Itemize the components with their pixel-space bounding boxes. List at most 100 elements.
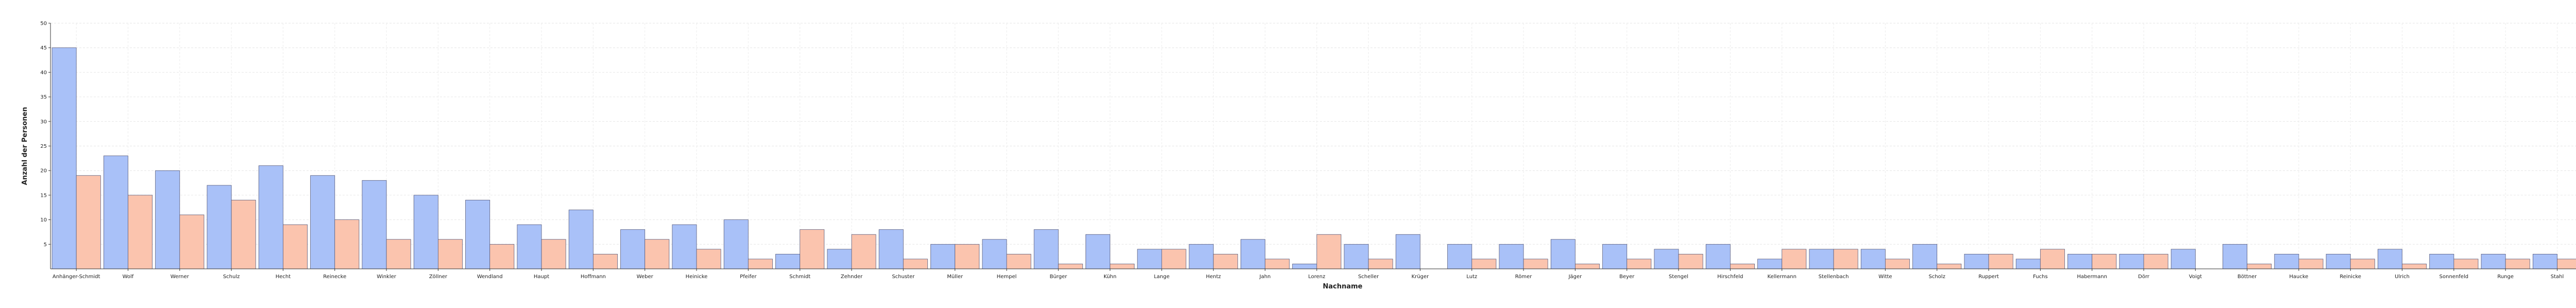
- bar: [1550, 239, 1575, 269]
- bar: [1833, 249, 1858, 269]
- bar: [1523, 259, 1548, 269]
- bar: [1730, 264, 1755, 269]
- x-tick-label: Wolf: [123, 274, 134, 280]
- x-tick-label: Ulrich: [2395, 274, 2410, 280]
- bar: [2298, 259, 2324, 269]
- bar: [2505, 259, 2530, 269]
- bar: [696, 249, 721, 269]
- x-tick-label: Hentz: [1206, 274, 1221, 280]
- bar: [2247, 264, 2272, 269]
- bar: [128, 195, 153, 269]
- bar: [52, 47, 77, 269]
- bar: [1912, 244, 1938, 269]
- bar: [207, 185, 232, 269]
- x-tick-label: Werner: [171, 274, 190, 280]
- x-tick-label: Beyer: [1619, 274, 1635, 280]
- y-tick-label: 5: [44, 242, 47, 248]
- y-tick-label: 25: [40, 144, 47, 149]
- bar: [672, 224, 697, 269]
- x-tick-label: Ruppert: [1978, 274, 1999, 280]
- bar: [2119, 253, 2144, 269]
- bar: [1137, 249, 1162, 269]
- bar: [517, 224, 542, 269]
- bar: [413, 195, 438, 269]
- x-tick-label: Pfeifer: [740, 274, 757, 280]
- x-tick-label: Weber: [637, 274, 654, 280]
- bar: [2557, 259, 2576, 269]
- x-tick-label: Wendland: [477, 274, 503, 280]
- y-tick-label: 50: [40, 21, 47, 27]
- bar: [283, 224, 308, 269]
- x-axis-title: Nachname: [1323, 283, 1362, 290]
- x-tick-label: Scheller: [1358, 274, 1379, 280]
- y-tick-label: 40: [40, 70, 47, 76]
- x-tick-label: Reinecke: [323, 274, 346, 280]
- bar: [592, 253, 618, 269]
- bar: [2143, 253, 2168, 269]
- bar: [1447, 244, 1472, 269]
- bar: [1626, 259, 1652, 269]
- bar: [465, 200, 490, 269]
- x-tick-label: Jahn: [1259, 274, 1271, 280]
- bar: [1240, 239, 1265, 269]
- bar: [2481, 253, 2506, 269]
- x-tick-label: Krüger: [1412, 274, 1430, 280]
- bar: [2171, 249, 2196, 269]
- x-tick-label: Lorenz: [1308, 274, 1325, 280]
- bar: [1678, 253, 1703, 269]
- bar: [982, 239, 1007, 269]
- bar: [775, 253, 801, 269]
- x-tick-label: Schmidt: [789, 274, 810, 280]
- bar: [2378, 249, 2402, 269]
- x-tick-label: Hirschfeld: [1717, 274, 1743, 280]
- x-tick-label: Voigt: [2189, 274, 2202, 280]
- bar: [386, 239, 411, 269]
- y-tick-label: 10: [40, 217, 47, 223]
- y-tick-label: 45: [40, 45, 47, 51]
- bar: [438, 239, 463, 269]
- x-tick-label: Schuster: [892, 274, 915, 280]
- bar: [930, 244, 955, 269]
- bar: [258, 165, 283, 269]
- bar: [2532, 253, 2557, 269]
- bar: [1782, 249, 1807, 269]
- bar: [310, 175, 335, 269]
- bar: [1602, 244, 1628, 269]
- x-tick-label: Reinicke: [2340, 274, 2361, 280]
- bar: [1213, 253, 1238, 269]
- x-tick-label: Anhänger-Schmidt: [53, 274, 100, 280]
- bar: [1654, 249, 1679, 269]
- x-tick-label: Kellermann: [1768, 274, 1797, 280]
- x-tick-label: Fuchs: [2033, 274, 2048, 280]
- bar: [955, 244, 980, 269]
- y-tick-label: 15: [40, 193, 47, 198]
- bar: [231, 200, 256, 269]
- x-tick-label: Lange: [1154, 274, 1170, 280]
- bar: [1964, 253, 1989, 269]
- x-tick-label: Winkler: [377, 274, 397, 280]
- bar: [1860, 249, 1886, 269]
- bar: [76, 175, 101, 269]
- bar: [645, 239, 670, 269]
- bar: [2453, 259, 2479, 269]
- bar: [1161, 249, 1187, 269]
- bar: [1006, 253, 1031, 269]
- x-tick-label: Lutz: [1466, 274, 1477, 280]
- bar: [1292, 264, 1317, 269]
- bar: [1757, 259, 1783, 269]
- x-tick-label: Dörr: [2138, 274, 2150, 280]
- x-tick-label: Römer: [1515, 274, 1533, 280]
- x-tick-label: Heinicke: [686, 274, 708, 280]
- bar: [103, 156, 128, 269]
- bar: [179, 214, 205, 269]
- x-tick-label: Kühn: [1104, 274, 1116, 280]
- y-tick-label: 20: [40, 168, 47, 174]
- x-tick-label: Runge: [2497, 274, 2514, 280]
- x-tick-label: Müller: [947, 274, 963, 280]
- bar: [568, 210, 594, 269]
- x-tick-label: Sonnenfeld: [2439, 274, 2468, 280]
- bar: [2040, 249, 2065, 269]
- x-tick-label: Hecht: [276, 274, 291, 280]
- bar: [903, 259, 928, 269]
